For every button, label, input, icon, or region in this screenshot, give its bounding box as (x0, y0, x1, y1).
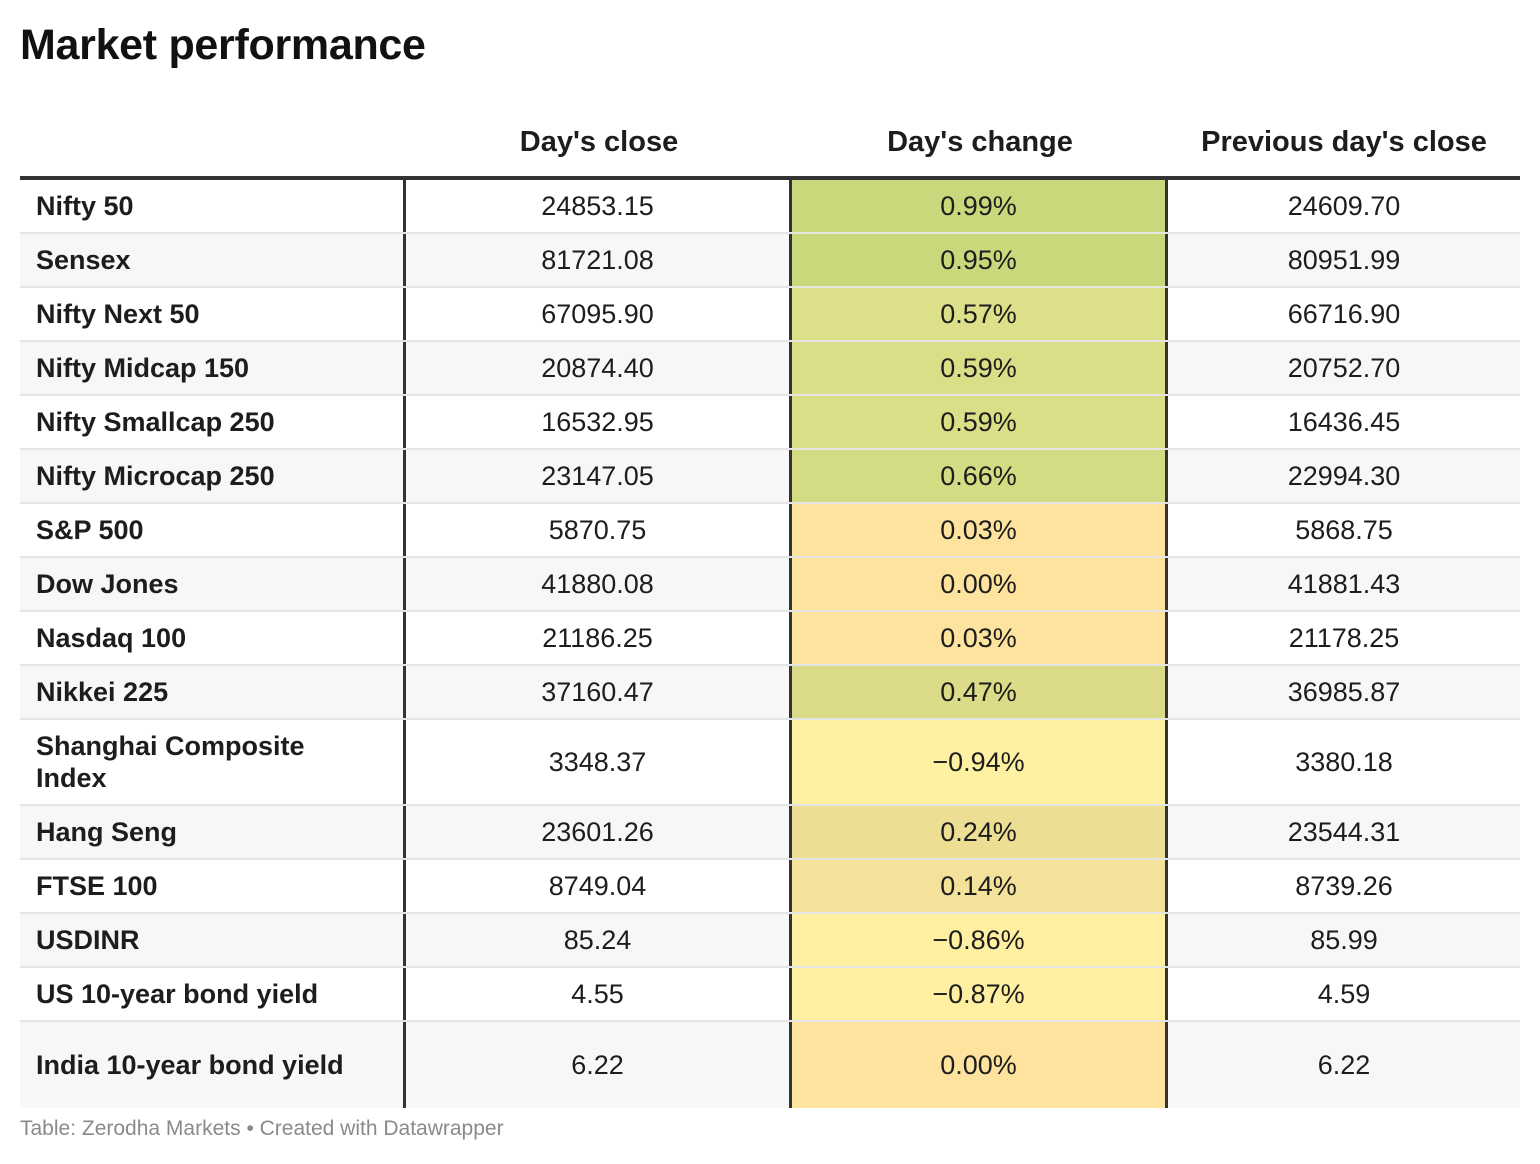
row-previous-close: 3380.18 (1295, 746, 1393, 777)
header-days-close: Day's close (519, 125, 679, 158)
row-name: Shanghai Composite Index (20, 720, 406, 804)
row-name: S&P 500 (20, 504, 406, 556)
row-days-change: 0.47% (792, 666, 1168, 718)
table-row: India 10-year bond yield 6.22 0.00% 6.22 (20, 1022, 1520, 1108)
row-days-close: 24853.15 (406, 180, 792, 232)
header-previous-close: Previous day's close (1201, 125, 1487, 158)
row-days-change: 0.59% (792, 342, 1168, 394)
table-row: Nifty 50 24853.15 0.99% 24609.70 (20, 180, 1520, 234)
row-name: Nifty Midcap 150 (20, 342, 406, 394)
row-days-close: 3348.37 (406, 720, 792, 804)
page-title: Market performance (20, 21, 426, 69)
row-name: US 10-year bond yield (20, 968, 406, 1020)
table-row: Shanghai Composite Index 3348.37 −0.94% 338… (20, 720, 1520, 806)
row-days-change: −0.86% (792, 914, 1168, 966)
row-days-change: 0.66% (792, 450, 1168, 502)
row-days-change: −0.94% (792, 720, 1168, 804)
row-days-change: 0.24% (792, 806, 1168, 858)
table-row: S&P 500 5870.75 0.03% 5868.75 (20, 504, 1520, 558)
table-body: Nifty 50 24853.15 0.99% 24609.70 Sensex 81721… (20, 180, 1520, 1108)
row-previous-close: 22994.30 (1287, 460, 1401, 491)
row-name: USDINR (20, 914, 406, 966)
row-name: Nasdaq 100 (20, 612, 406, 664)
row-days-close: 16532.95 (406, 396, 792, 448)
row-days-change: 0.03% (792, 504, 1168, 556)
row-name: FTSE 100 (20, 860, 406, 912)
row-previous-close: 16436.45 (1287, 406, 1401, 437)
row-previous-close: 4.59 (1317, 978, 1371, 1009)
row-days-change: 0.99% (792, 180, 1168, 232)
table-row: Sensex 81721.08 0.95% 80951.99 (20, 234, 1520, 288)
row-previous-close: 6.22 (1317, 1049, 1371, 1080)
row-name: Dow Jones (20, 558, 406, 610)
table-row: FTSE 100 8749.04 0.14% 8739.26 (20, 860, 1520, 914)
row-days-change: 0.59% (792, 396, 1168, 448)
row-days-change: 0.57% (792, 288, 1168, 340)
row-name: Nifty Smallcap 250 (20, 396, 406, 448)
row-name: Nifty Microcap 250 (20, 450, 406, 502)
row-days-close: 67095.90 (406, 288, 792, 340)
row-name: India 10-year bond yield (20, 1022, 406, 1108)
row-days-close: 6.22 (406, 1022, 792, 1108)
table-row: Dow Jones 41880.08 0.00% 41881.43 (20, 558, 1520, 612)
row-days-change: −0.87% (792, 968, 1168, 1020)
row-name: Sensex (20, 234, 406, 286)
table-row: Nifty Microcap 250 23147.05 0.66% 22994.30 (20, 450, 1520, 504)
table-row: Nikkei 225 37160.47 0.47% 36985.87 (20, 666, 1520, 720)
table-row: Nasdaq 100 21186.25 0.03% 21178.25 (20, 612, 1520, 666)
row-days-close: 23147.05 (406, 450, 792, 502)
table-row: Nifty Smallcap 250 16532.95 0.59% 16436.45 (20, 396, 1520, 450)
row-days-change: 0.00% (792, 1022, 1168, 1108)
row-previous-close: 5868.75 (1295, 514, 1393, 545)
market-table: Day's close Day's change Previous day's … (20, 108, 1520, 1108)
row-days-close: 4.55 (406, 968, 792, 1020)
row-previous-close: 80951.99 (1287, 244, 1401, 275)
table-header: Day's close Day's change Previous day's … (20, 108, 1520, 180)
table-row: Nifty Midcap 150 20874.40 0.59% 20752.70 (20, 342, 1520, 396)
row-days-close: 8749.04 (406, 860, 792, 912)
row-previous-close: 41881.43 (1287, 568, 1401, 599)
footer: Table: Zerodha Markets • Created with Da… (20, 1117, 504, 1141)
row-previous-close: 85.99 (1310, 924, 1378, 955)
row-previous-close: 21178.25 (1288, 622, 1400, 653)
row-name: Nikkei 225 (20, 666, 406, 718)
table-row: Nifty Next 50 67095.90 0.57% 66716.90 (20, 288, 1520, 342)
row-days-close: 5870.75 (406, 504, 792, 556)
row-days-close: 81721.08 (406, 234, 792, 286)
row-days-close: 20874.40 (406, 342, 792, 394)
row-days-close: 37160.47 (406, 666, 792, 718)
row-name: Nifty Next 50 (20, 288, 406, 340)
row-previous-close: 23544.31 (1287, 816, 1401, 847)
row-days-close: 23601.26 (406, 806, 792, 858)
row-days-change: 0.95% (792, 234, 1168, 286)
row-previous-close: 66716.90 (1287, 298, 1401, 329)
row-days-change: 0.03% (792, 612, 1168, 664)
footer-separator: • (240, 1117, 260, 1140)
credit-label: Created with Datawrapper (259, 1117, 504, 1140)
row-days-change: 0.00% (792, 558, 1168, 610)
source-label: Table: Zerodha Markets (20, 1117, 241, 1140)
table-row: USDINR 85.24 −0.86% 85.99 (20, 914, 1520, 968)
row-previous-close: 36985.87 (1287, 676, 1401, 707)
row-previous-close: 8739.26 (1295, 870, 1393, 901)
table-row: US 10-year bond yield 4.55 −0.87% 4.59 (20, 968, 1520, 1022)
row-days-close: 41880.08 (406, 558, 792, 610)
row-days-change: 0.14% (792, 860, 1168, 912)
row-previous-close: 20752.70 (1287, 352, 1401, 383)
row-previous-close: 24609.70 (1287, 190, 1401, 221)
header-days-change: Day's change (887, 125, 1073, 158)
row-name: Hang Seng (20, 806, 406, 858)
row-days-close: 21186.25 (406, 612, 792, 664)
row-name: Nifty 50 (20, 180, 406, 232)
table-row: Hang Seng 23601.26 0.24% 23544.31 (20, 806, 1520, 860)
row-days-close: 85.24 (406, 914, 792, 966)
